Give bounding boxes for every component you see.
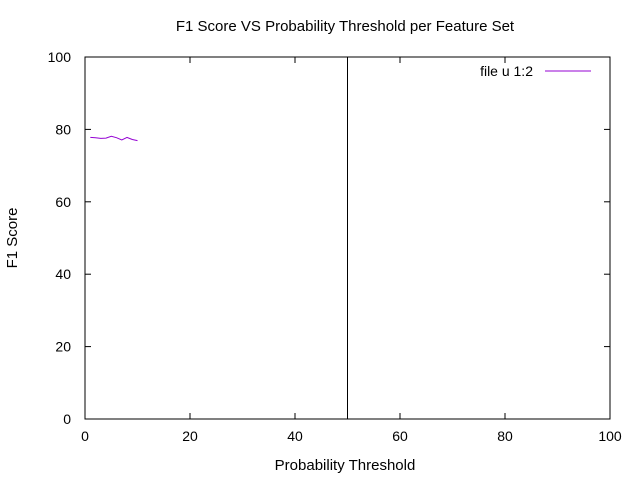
chart-title: F1 Score VS Probability Threshold per Fe…: [176, 18, 515, 35]
y-axis-label: F1 Score: [4, 208, 21, 269]
legend: file u 1:2: [480, 63, 591, 79]
x-axis-label: Probability Threshold: [275, 457, 416, 474]
y-tick-label: 0: [63, 411, 71, 427]
y-tick-label: 100: [48, 49, 72, 65]
legend-label: file u 1:2: [480, 63, 533, 79]
y-tick-label: 40: [55, 266, 71, 282]
axis-ticks: [84, 56, 611, 420]
axis-tick-labels: 0 20 40 60 80 100 0 20 40 60 80 100: [48, 49, 622, 444]
y-tick-label: 60: [55, 194, 71, 210]
x-tick-label: 40: [287, 428, 303, 444]
x-tick-label: 100: [598, 428, 622, 444]
x-tick-label: 80: [497, 428, 513, 444]
data-series: [90, 135, 138, 142]
series-line: [90, 135, 138, 142]
x-tick-label: 0: [81, 428, 89, 444]
y-tick-label: 80: [55, 121, 71, 137]
x-tick-label: 20: [182, 428, 198, 444]
y-tick-label: 20: [55, 339, 71, 355]
x-tick-label: 60: [392, 428, 408, 444]
